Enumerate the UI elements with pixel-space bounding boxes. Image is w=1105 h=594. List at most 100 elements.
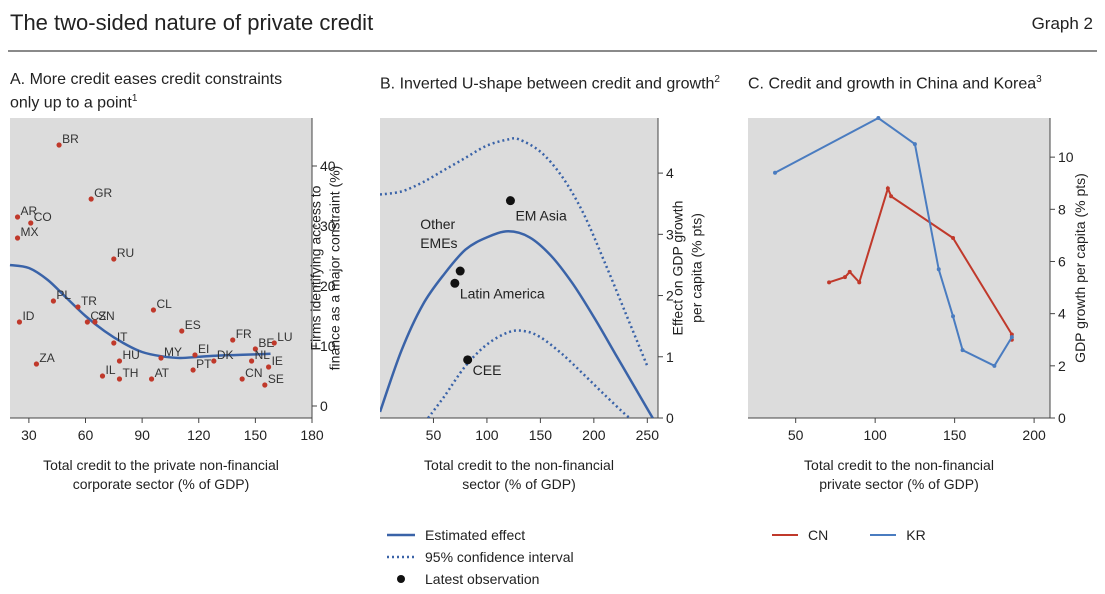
series-point-cn	[889, 194, 894, 199]
series-point-kr	[876, 116, 881, 120]
y-tick-label: 2	[1058, 358, 1066, 374]
x-tick-label: 180	[300, 427, 324, 443]
scatter-point-es	[179, 328, 185, 334]
scatter-point-sn	[92, 319, 98, 325]
scatter-point-cz	[84, 319, 90, 325]
x-tick-label: 30	[21, 427, 37, 443]
point-label: LU	[277, 330, 292, 344]
scatter-point-be	[252, 346, 258, 352]
scatter-point-id	[16, 319, 23, 325]
y-axis-label: per capita (% pts)	[689, 213, 705, 323]
scatter-point-ar	[14, 214, 21, 220]
scatter-point-th	[116, 376, 123, 382]
series-point-kr	[960, 348, 965, 353]
x-axis-label: corporate sector (% of GDP)	[73, 476, 250, 492]
scatter-point-il	[99, 373, 106, 379]
series-point-kr	[773, 170, 778, 175]
legend-label: 95% confidence interval	[425, 549, 574, 565]
legend-latest-observation: Latest observation	[385, 568, 574, 590]
scatter-point-tr	[75, 304, 81, 310]
page-title: The two-sided nature of private credit	[10, 10, 374, 35]
observation-label: EM Asia	[515, 208, 567, 224]
scatter-point-cl	[150, 307, 157, 313]
series-point-kr	[951, 314, 956, 319]
panel-c-title: C. Credit and growth in China and Korea3	[748, 74, 1042, 93]
legend-confidence-interval: 95% confidence interval	[385, 546, 574, 568]
series-point-cn	[827, 280, 832, 285]
point-label: CO	[34, 210, 52, 224]
x-tick-label: 200	[582, 427, 606, 443]
x-axis-label: Total credit to the non-financial	[804, 457, 994, 473]
x-tick-label: 50	[426, 427, 442, 443]
estimate-line	[380, 230, 654, 418]
point-label: DK	[217, 348, 234, 362]
x-tick-label: 50	[788, 427, 804, 443]
y-tick-label: 0	[666, 410, 674, 426]
scatter-point-ie	[265, 364, 272, 370]
panel-b-plot-area	[380, 118, 658, 418]
point-label: SE	[268, 372, 284, 386]
scatter-point-ei	[192, 352, 198, 358]
y-tick-label: 8	[1058, 201, 1066, 217]
y-tick-label: 40	[320, 158, 336, 174]
series-line-cn	[828, 185, 1013, 340]
scatter-point-lu	[271, 340, 277, 346]
series-point-kr	[936, 267, 941, 272]
series-point-cn	[842, 275, 847, 280]
series-point-cn	[885, 186, 890, 191]
panel-b-legend: Estimated effect 95% confidence interval…	[385, 524, 574, 590]
panel-b-title: B. Inverted U-shape between credit and g…	[380, 74, 720, 93]
observation-point	[455, 266, 465, 276]
scatter-point-ru	[111, 256, 117, 262]
legend-cn: CN	[770, 524, 828, 546]
legend-dot-swatch	[397, 575, 405, 583]
y-axis-label: Firms identifying access to	[308, 185, 324, 350]
y-axis-label: Effect on GDP growth	[670, 201, 686, 336]
series-line-kr	[774, 116, 1013, 368]
observation-label: Other	[420, 216, 455, 232]
x-tick-label: 250	[636, 427, 660, 443]
legend-cn-swatch	[772, 534, 798, 536]
point-label: NL	[255, 348, 271, 362]
panel-c-plot-area	[748, 118, 1050, 418]
x-tick-label: 120	[187, 427, 211, 443]
legend-label: KR	[906, 527, 926, 543]
graph-label: Graph 2	[1031, 14, 1093, 33]
scatter-point-co	[28, 220, 34, 226]
point-label: MX	[21, 225, 39, 239]
point-label: SN	[98, 309, 115, 323]
panel-a-plot-area	[10, 118, 312, 418]
point-label: ID	[22, 309, 34, 323]
legend-estimated-effect: Estimated effect	[385, 524, 574, 546]
point-label: CL	[156, 297, 172, 311]
point-label: FR	[236, 327, 252, 341]
ci-line	[427, 329, 632, 418]
scatter-point-fr	[230, 337, 236, 343]
scatter-point-gr	[88, 196, 94, 202]
observation-label: Latin America	[460, 285, 545, 301]
x-tick-label: 150	[529, 427, 553, 443]
point-label: IL	[105, 363, 115, 377]
x-axis-label: Total credit to the non-financial	[424, 457, 614, 473]
y-tick-label: 3	[666, 226, 674, 242]
series-point-kr	[912, 142, 917, 147]
point-label: PL	[56, 288, 71, 302]
panel-a-title: A. More credit eases credit constraints …	[10, 71, 283, 112]
scatter-point-br	[56, 142, 62, 148]
y-tick-label: 10	[320, 338, 336, 354]
y-axis-label: finance as a major constraint (%)	[327, 166, 343, 371]
y-tick-label: 30	[320, 218, 336, 234]
series-point-cn	[857, 280, 862, 285]
fit-curve	[9, 263, 271, 360]
x-axis-label: private sector (% of GDP)	[819, 476, 979, 492]
observation-label: CEE	[473, 362, 502, 378]
scatter-point-nl	[249, 358, 255, 364]
panel-c-legend: CN KR	[770, 524, 926, 546]
y-axis-label: GDP growth per capita (% pts)	[1072, 173, 1088, 363]
x-tick-label: 100	[475, 427, 499, 443]
series-point-cn	[847, 269, 852, 274]
x-tick-label: 90	[134, 427, 150, 443]
point-label: ES	[185, 318, 201, 332]
legend-kr: KR	[868, 524, 926, 546]
legend-label: Estimated effect	[425, 527, 526, 543]
